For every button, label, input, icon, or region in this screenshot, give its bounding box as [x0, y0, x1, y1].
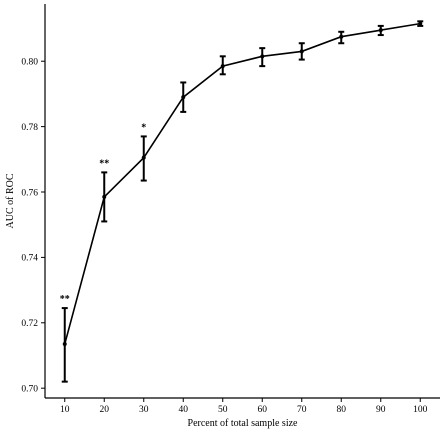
significance-label: * — [141, 122, 146, 133]
x-tick-label: 80 — [337, 405, 347, 415]
x-tick-label: 20 — [100, 405, 110, 415]
y-tick-label: 0.78 — [21, 123, 38, 133]
y-tick-label: 0.74 — [21, 254, 38, 264]
y-tick-label: 0.72 — [21, 319, 38, 329]
data-point — [62, 342, 67, 347]
data-point — [418, 21, 423, 26]
data-point — [141, 155, 146, 160]
x-tick-label: 60 — [258, 405, 268, 415]
x-tick-label: 90 — [376, 405, 386, 415]
x-tick-label: 40 — [179, 405, 189, 415]
data-point — [181, 95, 186, 100]
data-point — [102, 194, 107, 199]
significance-label: ** — [60, 294, 70, 305]
x-tick-label: 50 — [218, 405, 228, 415]
y-tick-label: 0.76 — [21, 188, 38, 198]
series-group: ***** — [60, 20, 424, 383]
axes — [44, 4, 440, 399]
x-tick-label: 10 — [60, 405, 70, 415]
x-tick-label: 70 — [297, 405, 307, 415]
data-point — [339, 34, 344, 39]
x-tick-label: 100 — [413, 405, 428, 415]
x-axis-label: Percent of total sample size — [188, 418, 299, 429]
series-line — [63, 22, 421, 345]
y-tick-label: 0.80 — [21, 58, 38, 68]
significance-label: ** — [99, 158, 109, 169]
y-tick-label: 0.70 — [21, 384, 38, 394]
y-axis-ticks: 0.70 0.72 0.74 0.76 0.78 0.80 — [21, 58, 45, 394]
y-axis-label: AUC of ROC — [5, 173, 16, 228]
x-axis-ticks: 10 20 30 40 50 60 70 80 90 100 — [60, 398, 428, 415]
data-point — [220, 64, 225, 69]
x-tick-label: 30 — [139, 405, 149, 415]
data-point — [260, 54, 265, 59]
data-point — [378, 28, 383, 33]
data-point — [299, 49, 304, 54]
